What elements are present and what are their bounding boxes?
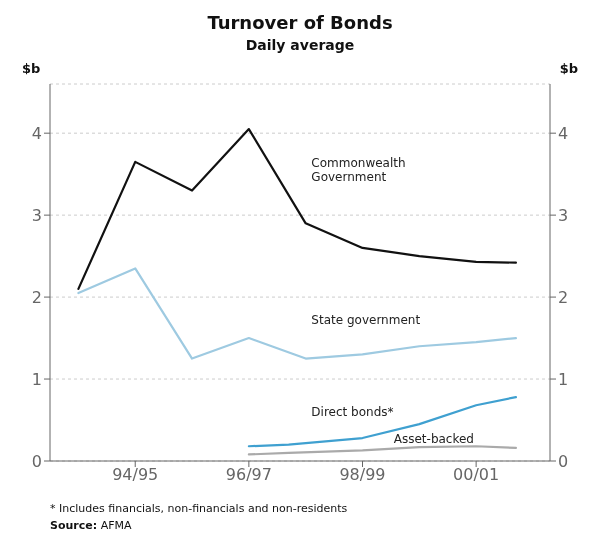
svg-text:94/95: 94/95 bbox=[112, 465, 158, 484]
svg-text:00/01: 00/01 bbox=[453, 465, 499, 484]
svg-text:98/99: 98/99 bbox=[339, 465, 385, 484]
svg-text:1: 1 bbox=[558, 370, 568, 389]
html-text:$b: $b bbox=[22, 61, 41, 76]
svg-text:2: 2 bbox=[558, 288, 568, 307]
svg-text:1: 1 bbox=[32, 370, 42, 389]
svg-text:2: 2 bbox=[32, 288, 42, 307]
html-text:Source: AFMA: Source: AFMA bbox=[50, 519, 132, 532]
html-text:Turnover of Bonds: Turnover of Bonds bbox=[207, 12, 393, 33]
html-text:$b: $b bbox=[559, 61, 578, 76]
svg-text:State government: State government bbox=[311, 313, 420, 327]
html-text:Daily average: Daily average bbox=[245, 37, 355, 53]
svg-text:4: 4 bbox=[558, 124, 568, 143]
svg-text:Asset-backed: Asset-backed bbox=[394, 432, 474, 446]
svg-text:CommonwealthGovernment: CommonwealthGovernment bbox=[311, 156, 405, 184]
svg-text:3: 3 bbox=[558, 206, 568, 225]
svg-text:0: 0 bbox=[558, 452, 568, 471]
html-text:* Includes financials, non-fin: * Includes financials, non-financials an… bbox=[50, 502, 348, 515]
svg-text:0: 0 bbox=[32, 452, 42, 471]
svg-text:Direct bonds*: Direct bonds* bbox=[311, 405, 393, 419]
svg-text:3: 3 bbox=[32, 206, 42, 225]
svg-text:4: 4 bbox=[32, 124, 42, 143]
svg-text:96/97: 96/97 bbox=[226, 465, 272, 484]
